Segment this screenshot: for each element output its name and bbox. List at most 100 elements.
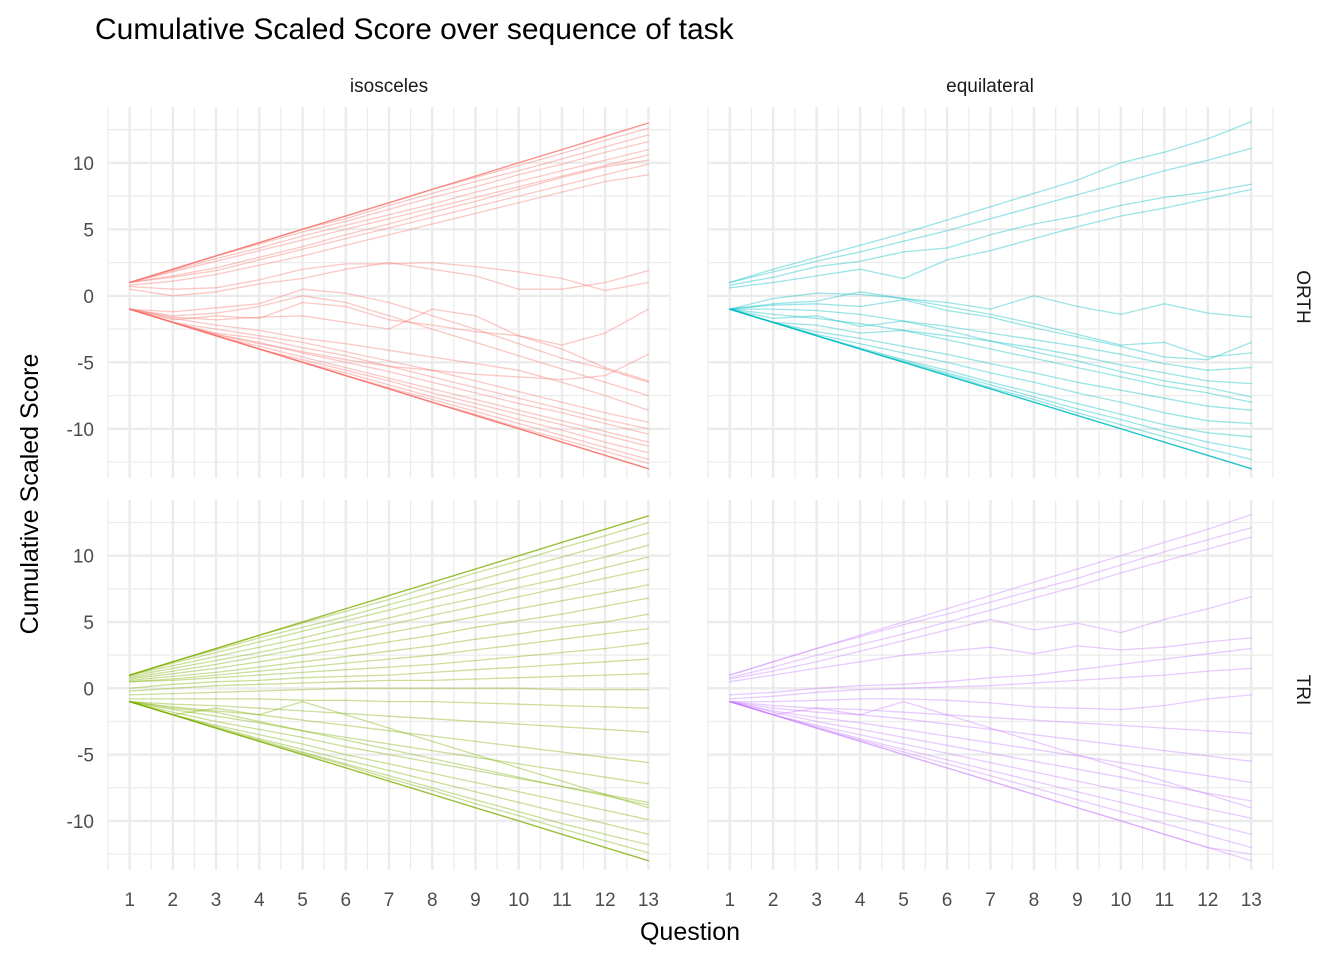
series-line-isosceles-tri-25 xyxy=(128,700,650,854)
y-tick-label: 5 xyxy=(83,220,94,241)
y-tick-label: -5 xyxy=(77,746,94,767)
y-tick-label: 0 xyxy=(83,679,94,700)
series-line-equilateral-tri-13 xyxy=(729,700,1252,819)
x-tick-label: 1 xyxy=(124,890,135,911)
panel-equilateral-orth xyxy=(707,107,1274,478)
series-line-equilateral-orth-1 xyxy=(729,120,1252,284)
y-tick-label: -5 xyxy=(77,353,94,374)
series-line-equilateral-tri-3 xyxy=(729,536,1252,679)
series-line-isosceles-orth-24 xyxy=(128,308,650,447)
series-line-isosceles-orth-13 xyxy=(128,261,650,297)
series-line-isosceles-orth-15 xyxy=(128,301,650,346)
series-line-equilateral-orth-5 xyxy=(729,292,1252,318)
x-tick-label: 10 xyxy=(1110,890,1131,911)
series-line-isosceles-tri-22 xyxy=(128,700,650,821)
series-line-isosceles-orth-12 xyxy=(128,261,650,292)
x-tick-label: 12 xyxy=(595,890,616,911)
panel-isosceles-orth xyxy=(107,107,671,478)
y-tick-label: 0 xyxy=(83,287,94,308)
strip-label-isosceles: isosceles xyxy=(350,76,428,97)
x-tick-label: 13 xyxy=(1241,890,1262,911)
series-line-isosceles-orth-29 xyxy=(128,308,650,470)
y-tick-label: 10 xyxy=(73,547,94,568)
series-line-equilateral-orth-19 xyxy=(729,308,1252,470)
x-tick-label: 2 xyxy=(768,890,779,911)
series-line-isosceles-tri-24 xyxy=(128,700,650,846)
series-line-equilateral-tri-12 xyxy=(729,700,1252,802)
series-line-equilateral-tri-7 xyxy=(729,667,1252,700)
strip-label-orth: ORTH xyxy=(1292,270,1313,323)
x-tick-label: 3 xyxy=(811,890,822,911)
series-line-isosceles-tri-9 xyxy=(128,584,650,679)
series-line-isosceles-tri-27 xyxy=(128,700,650,862)
series-line-isosceles-tri-10 xyxy=(128,597,650,680)
series-line-equilateral-orth-2 xyxy=(729,147,1252,284)
x-tick-label: 4 xyxy=(254,890,265,911)
series-line-isosceles-orth-31 xyxy=(128,308,650,470)
series-line-isosceles-tri-7 xyxy=(128,556,650,676)
series-line-isosceles-tri-29 xyxy=(128,700,650,809)
y-tick-label: 10 xyxy=(73,154,94,175)
y-tick-label: -10 xyxy=(67,420,94,441)
x-tick-label: 4 xyxy=(855,890,866,911)
series-line-isosceles-orth-17 xyxy=(128,295,650,397)
series-line-isosceles-orth-11 xyxy=(128,174,650,286)
x-tick-label: 5 xyxy=(898,890,909,911)
series-line-isosceles-orth-32 xyxy=(128,308,650,470)
series-line-equilateral-orth-7 xyxy=(729,299,1252,361)
series-line-isosceles-tri-17 xyxy=(128,698,650,709)
y-tick-label: -10 xyxy=(67,812,94,833)
series-line-equilateral-orth-14 xyxy=(729,308,1252,438)
series-line-isosceles-tri-6 xyxy=(128,544,650,676)
series-line-equilateral-orth-17 xyxy=(729,308,1252,470)
series-line-isosceles-tri-20 xyxy=(128,700,650,785)
series-line-isosceles-tri-28 xyxy=(128,700,650,862)
series-line-equilateral-orth-16 xyxy=(729,308,1252,461)
series-line-equilateral-tri-1 xyxy=(729,513,1252,676)
series-line-isosceles-tri-4 xyxy=(128,521,650,676)
x-tick-label: 6 xyxy=(942,890,953,911)
panel-equilateral-tri xyxy=(707,500,1274,870)
series-line-equilateral-tri-10 xyxy=(729,700,1252,762)
series-line-equilateral-tri-2 xyxy=(729,527,1252,676)
x-tick-label: 11 xyxy=(552,890,572,911)
series-line-equilateral-orth-13 xyxy=(729,308,1252,425)
panel-isosceles-tri xyxy=(107,500,671,870)
row-strip-labels: ORTH TRI xyxy=(1292,270,1313,705)
series-line-equilateral-tri-14 xyxy=(729,700,1252,835)
series-line-equilateral-orth-11 xyxy=(729,308,1252,403)
series-line-isosceles-orth-23 xyxy=(128,308,650,443)
series-line-isosceles-orth-28 xyxy=(128,308,650,470)
facet-panels xyxy=(107,107,1274,870)
x-tick-label: 9 xyxy=(470,890,481,911)
strip-label-tri: TRI xyxy=(1292,675,1313,706)
x-axis-title: Question xyxy=(640,918,740,946)
x-tick-label: 13 xyxy=(638,890,659,911)
series-line-equilateral-orth-6 xyxy=(729,291,1252,358)
series-line-equilateral-tri-15 xyxy=(729,700,1252,849)
series-line-equilateral-tri-18 xyxy=(729,700,1252,855)
y-axis-tick-labels: 10 5 0 -5 -10 10 5 0 -5 -10 xyxy=(67,154,94,833)
series-line-isosceles-orth-3 xyxy=(128,122,650,284)
series-line-isosceles-tri-2 xyxy=(128,515,650,676)
series-line-equilateral-orth-15 xyxy=(729,308,1252,451)
x-tick-label: 11 xyxy=(1154,890,1174,911)
series-line-equilateral-tri-17 xyxy=(729,700,1252,809)
series-line-isosceles-tri-26 xyxy=(128,700,650,862)
series-line-equilateral-tri-16 xyxy=(729,700,1252,862)
x-tick-label: 5 xyxy=(297,890,308,911)
series-line-isosceles-orth-7 xyxy=(128,148,650,284)
series-line-isosceles-orth-19 xyxy=(128,308,650,411)
series-line-equilateral-orth-9 xyxy=(729,308,1252,385)
series-line-isosceles-tri-30 xyxy=(128,700,650,806)
series-line-equilateral-tri-11 xyxy=(729,700,1252,784)
series-line-isosceles-orth-9 xyxy=(128,159,650,284)
series-line-equilateral-tri-9 xyxy=(729,700,1252,735)
x-tick-label: 1 xyxy=(724,890,735,911)
series-line-isosceles-tri-14 xyxy=(128,658,650,689)
series-line-isosceles-tri-12 xyxy=(128,627,650,683)
series-line-isosceles-orth-14 xyxy=(128,308,650,382)
series-line-isosceles-tri-23 xyxy=(128,700,650,835)
x-tick-label: 8 xyxy=(1029,890,1040,911)
